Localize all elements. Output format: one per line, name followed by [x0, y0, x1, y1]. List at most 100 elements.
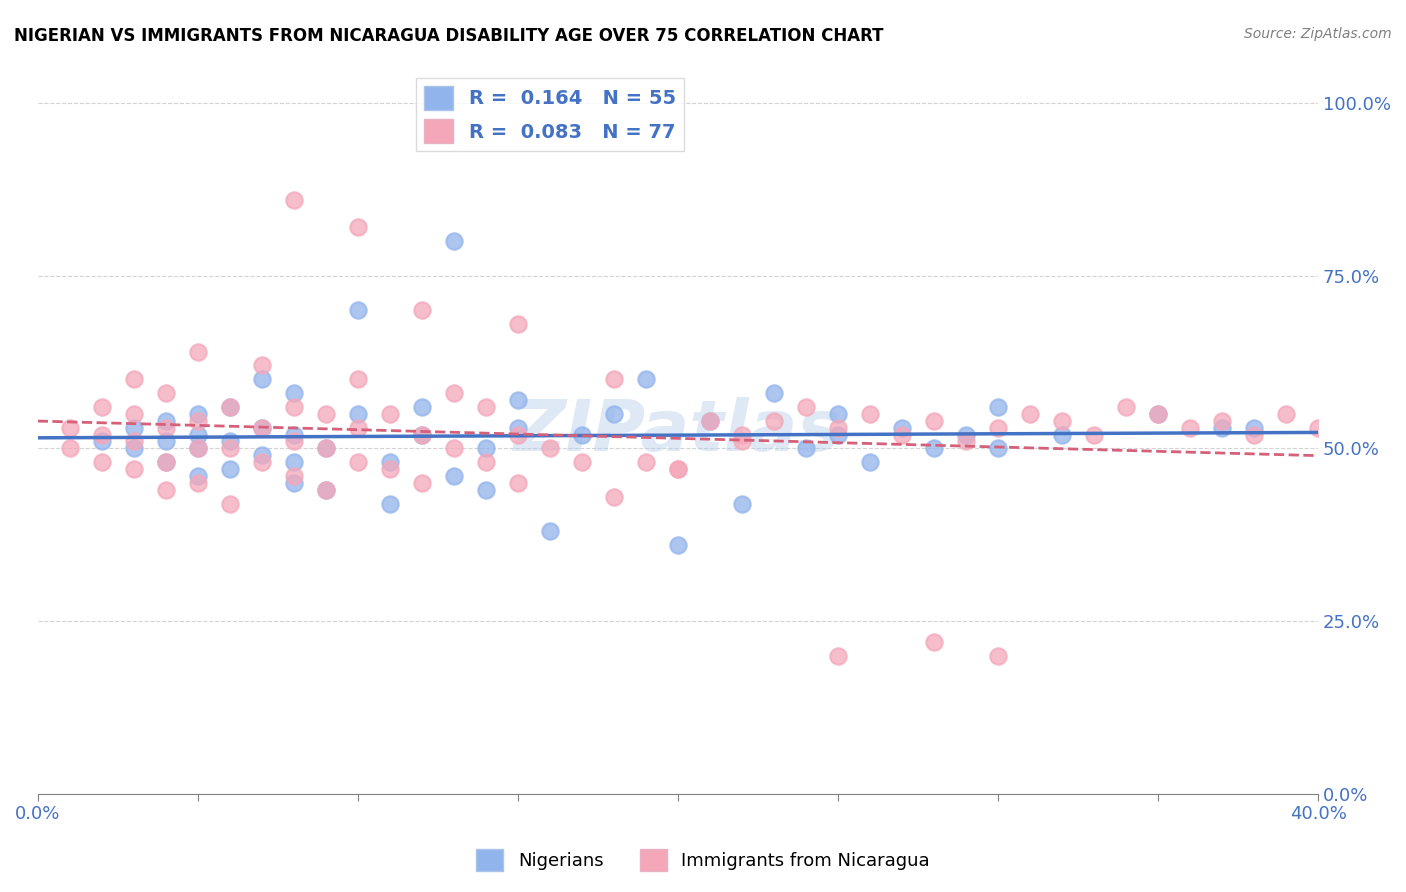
Point	[571, 427, 593, 442]
Point	[250, 372, 273, 386]
Point	[891, 420, 914, 434]
Point	[59, 420, 82, 434]
Point	[922, 414, 945, 428]
Point	[987, 442, 1010, 456]
Point	[315, 407, 337, 421]
Point	[155, 386, 177, 401]
Point	[987, 648, 1010, 663]
Point	[283, 400, 305, 414]
Point	[250, 420, 273, 434]
Point	[891, 427, 914, 442]
Point	[1308, 420, 1330, 434]
Point	[859, 407, 882, 421]
Point	[827, 420, 849, 434]
Point	[218, 400, 240, 414]
Point	[506, 420, 529, 434]
Point	[155, 455, 177, 469]
Point	[411, 303, 433, 318]
Point	[346, 372, 368, 386]
Point	[603, 407, 626, 421]
Point	[283, 386, 305, 401]
Point	[794, 400, 817, 414]
Point	[794, 442, 817, 456]
Point	[315, 483, 337, 497]
Point	[955, 427, 977, 442]
Point	[122, 372, 145, 386]
Point	[315, 442, 337, 456]
Point	[122, 462, 145, 476]
Point	[315, 483, 337, 497]
Point	[155, 414, 177, 428]
Point	[666, 462, 689, 476]
Point	[443, 442, 465, 456]
Text: ZIPatlas: ZIPatlas	[515, 397, 842, 466]
Point	[443, 469, 465, 483]
Point	[827, 427, 849, 442]
Point	[634, 372, 657, 386]
Point	[122, 407, 145, 421]
Point	[475, 442, 498, 456]
Point	[827, 648, 849, 663]
Point	[731, 434, 754, 449]
Point	[187, 475, 209, 490]
Point	[506, 317, 529, 331]
Point	[955, 434, 977, 449]
Point	[378, 455, 401, 469]
Point	[1050, 427, 1073, 442]
Point	[411, 475, 433, 490]
Point	[315, 442, 337, 456]
Point	[155, 420, 177, 434]
Point	[1115, 400, 1137, 414]
Point	[506, 427, 529, 442]
Point	[475, 483, 498, 497]
Point	[283, 427, 305, 442]
Point	[603, 372, 626, 386]
Point	[859, 455, 882, 469]
Point	[283, 475, 305, 490]
Point	[1147, 407, 1170, 421]
Point	[187, 344, 209, 359]
Point	[762, 386, 785, 401]
Point	[699, 414, 721, 428]
Point	[250, 359, 273, 373]
Point	[155, 455, 177, 469]
Point	[571, 455, 593, 469]
Legend: Nigerians, Immigrants from Nicaragua: Nigerians, Immigrants from Nicaragua	[470, 842, 936, 879]
Point	[187, 427, 209, 442]
Point	[218, 434, 240, 449]
Point	[283, 193, 305, 207]
Text: Source: ZipAtlas.com: Source: ZipAtlas.com	[1244, 27, 1392, 41]
Point	[155, 483, 177, 497]
Point	[250, 448, 273, 462]
Point	[922, 442, 945, 456]
Point	[538, 524, 561, 539]
Point	[90, 434, 112, 449]
Point	[1178, 420, 1201, 434]
Point	[187, 442, 209, 456]
Point	[90, 427, 112, 442]
Point	[987, 400, 1010, 414]
Point	[987, 420, 1010, 434]
Point	[1050, 414, 1073, 428]
Point	[411, 427, 433, 442]
Point	[218, 497, 240, 511]
Point	[603, 490, 626, 504]
Point	[731, 427, 754, 442]
Point	[218, 400, 240, 414]
Point	[346, 220, 368, 235]
Legend: R =  0.164   N = 55, R =  0.083   N = 77: R = 0.164 N = 55, R = 0.083 N = 77	[416, 78, 683, 151]
Point	[378, 407, 401, 421]
Point	[411, 427, 433, 442]
Point	[346, 455, 368, 469]
Point	[187, 414, 209, 428]
Point	[122, 434, 145, 449]
Point	[666, 462, 689, 476]
Point	[122, 442, 145, 456]
Point	[1243, 427, 1265, 442]
Text: NIGERIAN VS IMMIGRANTS FROM NICARAGUA DISABILITY AGE OVER 75 CORRELATION CHART: NIGERIAN VS IMMIGRANTS FROM NICARAGUA DI…	[14, 27, 883, 45]
Point	[283, 455, 305, 469]
Point	[346, 407, 368, 421]
Point	[443, 234, 465, 248]
Point	[122, 420, 145, 434]
Point	[346, 303, 368, 318]
